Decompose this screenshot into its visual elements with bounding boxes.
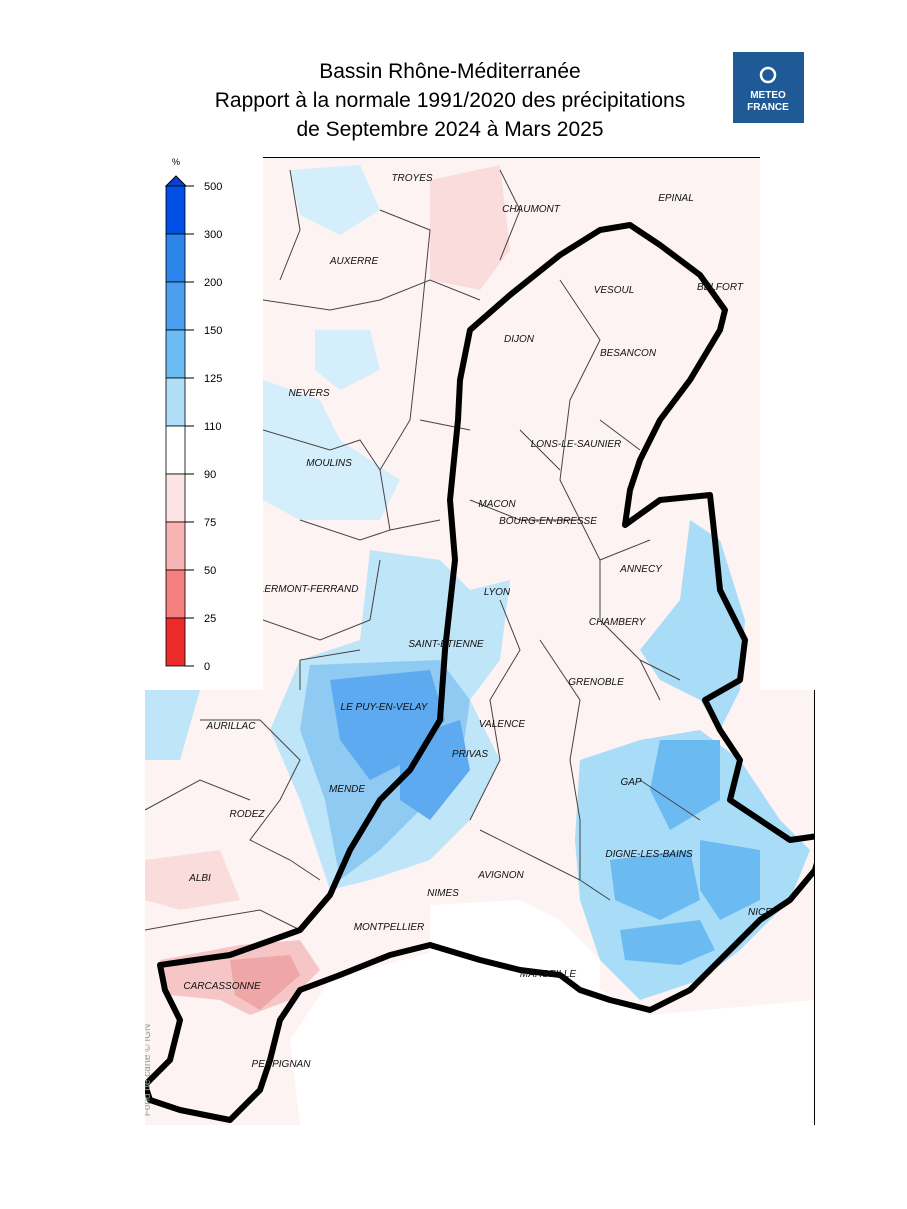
city-label: EPINAL — [658, 193, 694, 204]
city-label: NIMES — [427, 888, 459, 899]
city-label: SAINT-ETIENNE — [408, 639, 484, 650]
credit: Fond de carte © IGN — [142, 1024, 153, 1116]
legend-band — [165, 281, 186, 331]
legend-tick-label: 25 — [204, 613, 216, 625]
city-label: VESOUL — [594, 285, 635, 296]
logo-text: METEO — [750, 90, 786, 101]
city-label: NICE — [748, 907, 772, 918]
city-label: BESANCON — [600, 348, 657, 359]
legend-band — [165, 233, 186, 283]
city-label: GAP — [620, 777, 641, 788]
title-line: Bassin Rhône-Méditerranée — [319, 60, 580, 83]
title-line: Rapport à la normale 1991/2020 des préci… — [215, 89, 685, 112]
city-label: RODEZ — [230, 809, 266, 820]
city-label: VALENCE — [479, 719, 525, 730]
city-label: LE PUY-EN-VELAY — [341, 702, 429, 713]
city-label: MACON — [478, 499, 516, 510]
blue-area — [700, 840, 760, 920]
legend-band — [165, 617, 186, 667]
basin-boundary — [145, 222, 815, 1123]
city-label: ALBI — [188, 873, 211, 884]
legend-tick-label: 300 — [204, 229, 222, 241]
legend-tick-label: 125 — [204, 373, 222, 385]
city-label: PRIVAS — [452, 749, 488, 760]
pink-area — [230, 955, 300, 1010]
city-label: MOULINS — [306, 458, 352, 469]
legend-arrow — [164, 175, 188, 187]
legend-band — [165, 473, 186, 523]
legend-band — [165, 329, 186, 379]
pink-area — [145, 850, 240, 910]
map: TROYES CHAUMONT EPINAL AUXERRE VESOUL BELFORT… — [142, 157, 815, 1125]
city-label: NEVERS — [288, 388, 329, 399]
city-labels: TROYES CHAUMONT EPINAL AUXERRE VESOUL BELFORT… — [183, 173, 772, 1070]
city-label: LONS-LE-SAUNIER — [531, 439, 622, 450]
logo-box — [733, 52, 804, 123]
city-label: CLERMONT-FERRAND — [252, 584, 359, 595]
title-line: de Septembre 2024 à Mars 2025 — [296, 118, 603, 141]
logo: METEO FRANCE — [733, 52, 804, 123]
blue-area — [400, 720, 470, 820]
legend-band — [165, 569, 186, 619]
title: Bassin Rhône-Méditerranée Rapport à la no… — [215, 60, 685, 141]
legend: % 500 300 200 150 125 110 90 75 50 25 0 — [164, 157, 222, 673]
city-label: AURILLAC — [206, 721, 257, 732]
legend-band — [165, 377, 186, 427]
city-label: MARSEILLE — [520, 969, 576, 980]
city-label: MONTPELLIER — [354, 922, 425, 933]
city-label: TROYES — [391, 173, 432, 184]
legend-tick-label: 150 — [204, 325, 222, 337]
blue-area — [610, 850, 700, 920]
city-label: PERPIGNAN — [252, 1059, 312, 1070]
blue-area — [620, 920, 715, 965]
city-label: BELFORT — [697, 282, 744, 293]
map-frame — [814, 690, 815, 1125]
legend-band — [165, 185, 186, 235]
logo-text: FRANCE — [747, 102, 789, 113]
legend-tick-label: 75 — [204, 517, 216, 529]
legend-tick-label: 200 — [204, 277, 222, 289]
city-label: DIGNE-LES-BAINS — [605, 849, 693, 860]
legend-band — [165, 521, 186, 571]
legend-tick-label: 110 — [204, 421, 222, 433]
city-label: CARCASSONNE — [183, 981, 261, 992]
city-label: CHAMBERY — [589, 617, 647, 628]
legend-tick-label: 50 — [204, 565, 216, 577]
city-label: LYON — [484, 587, 511, 598]
pink-area — [430, 165, 510, 290]
sea — [290, 950, 815, 1125]
pale-blue-area — [145, 690, 200, 760]
department-borders — [145, 169, 701, 931]
legend-tick-label: 500 — [204, 181, 222, 193]
legend-unit: % — [172, 157, 180, 167]
city-label: AVIGNON — [477, 870, 524, 881]
city-label: AUXERRE — [329, 256, 379, 267]
legend-tick-label: 0 — [204, 661, 210, 673]
blue-area — [650, 740, 720, 830]
legend-tick-label: 90 — [204, 469, 216, 481]
city-label: MENDE — [329, 784, 365, 795]
city-label: GRENOBLE — [568, 677, 624, 688]
logo-icon — [759, 66, 777, 84]
pale-blue-area — [315, 330, 380, 390]
city-label: DIJON — [504, 334, 535, 345]
map-frame — [263, 157, 760, 158]
city-label: BOURG-EN-BRESSE — [499, 516, 597, 527]
city-label: CHAUMONT — [502, 204, 561, 215]
pale-blue-area — [290, 165, 380, 235]
legend-band — [165, 425, 186, 475]
city-label: ANNECY — [619, 564, 663, 575]
